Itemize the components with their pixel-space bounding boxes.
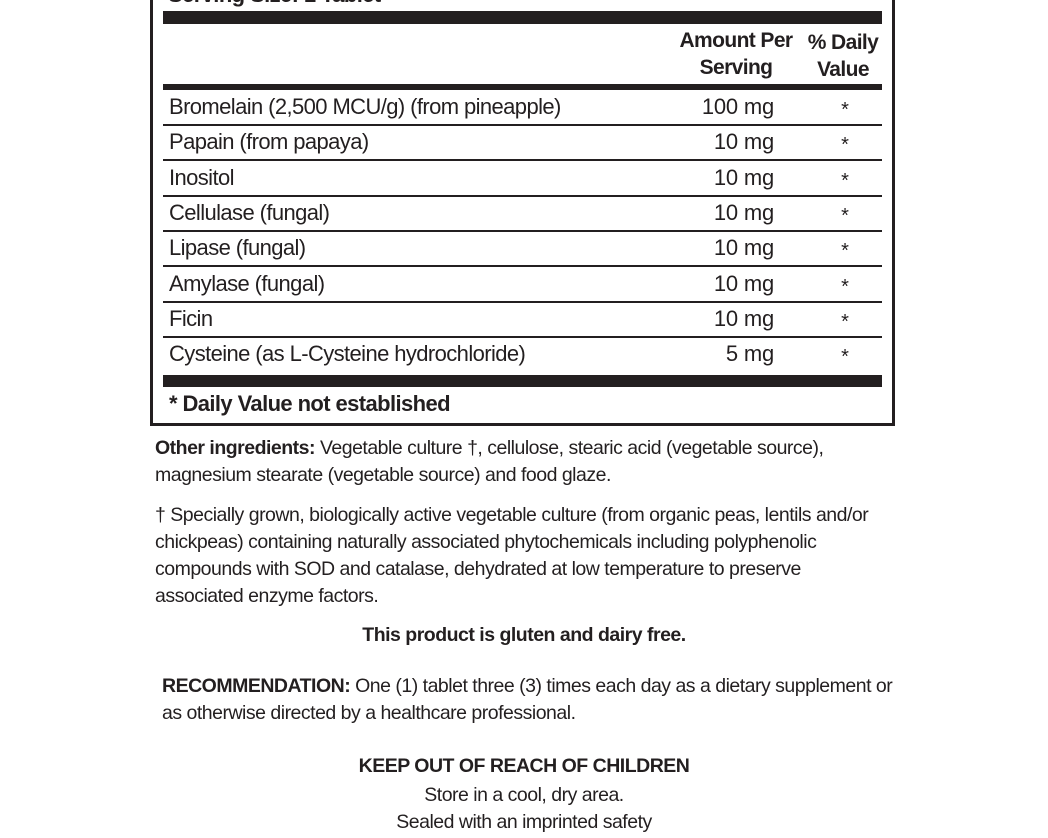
ingredient-row: Amylase (fungal) 10 mg * <box>163 268 882 303</box>
other-ingredients-text: Vegetable culture †, cellulose, stearic … <box>155 437 824 486</box>
ingredient-amount: 10 mg <box>713 129 774 155</box>
ingredient-name: Lipase (fungal) <box>169 235 306 261</box>
ingredient-amount: 10 mg <box>713 199 774 225</box>
warning: KEEP OUT OF REACH OF CHILDREN <box>358 755 690 777</box>
serving-size: Serving Size: 1 Tablet <box>168 0 381 8</box>
ingredient-daily-value: * <box>841 346 849 369</box>
ingredient-daily-value: * <box>841 310 849 333</box>
sealed-note: Sealed with an imprinted safety <box>396 811 652 833</box>
ingredient-daily-value: * <box>841 99 849 121</box>
medium-divider <box>163 84 882 90</box>
ingredient-daily-value: * <box>841 275 849 298</box>
ingredient-daily-value: * <box>841 134 849 157</box>
ingredient-name: Inositol <box>169 164 235 190</box>
other-ingredients-label: Other ingredients: <box>155 437 316 459</box>
header-line: % Daily <box>807 31 879 54</box>
recommendation-text: One (1) tablet three (3) times each day … <box>162 675 893 724</box>
ingredient-amount: 100 mg <box>701 94 774 119</box>
supplement-facts-panel <box>150 0 895 426</box>
other-ingredients: Other ingredients: Vegetable culture †, … <box>155 435 875 489</box>
gluten-statement: This product is gluten and dairy free. <box>362 624 686 646</box>
ingredient-row: Inositol 10 mg * <box>163 162 882 197</box>
ingredient-row: Lipase (fungal) 10 mg * <box>163 232 882 268</box>
header-line: Amount Per <box>679 29 793 52</box>
ingredient-amount: 10 mg <box>713 305 774 331</box>
daily-value-footnote: * Daily Value not established <box>169 391 451 416</box>
ingredient-daily-value: * <box>841 204 849 227</box>
thick-divider <box>163 375 882 387</box>
ingredient-name: Bromelain (2,500 MCU/g) (from pineapple) <box>169 94 561 119</box>
ingredient-row: Papain (from papaya) 10 mg * <box>163 126 882 162</box>
ingredient-name: Ficin <box>169 305 213 331</box>
recommendation-label: RECOMMENDATION: <box>162 675 351 697</box>
thick-divider <box>163 11 882 24</box>
column-header-amount: Amount Per Serving <box>676 27 796 81</box>
ingredient-daily-value: * <box>841 240 849 263</box>
header-line: Value <box>817 58 869 81</box>
ingredient-amount: 10 mg <box>713 164 774 190</box>
dagger-note: † Specially grown, biologically active v… <box>155 504 869 607</box>
ingredient-name: Papain (from papaya) <box>169 129 369 155</box>
column-header-daily-value: % Daily Value <box>800 29 886 83</box>
ingredient-name: Cellulase (fungal) <box>169 199 330 225</box>
storage: Store in a cool, dry area. <box>424 784 624 806</box>
ingredient-row: Bromelain (2,500 MCU/g) (from pineapple)… <box>163 91 882 126</box>
ingredient-daily-value: * <box>841 169 849 192</box>
header-line: Serving <box>699 56 773 79</box>
ingredient-amount: 10 mg <box>713 235 774 261</box>
ingredient-amount: 10 mg <box>713 270 774 296</box>
ingredient-row: Ficin 10 mg * <box>163 303 882 338</box>
ingredient-name: Amylase (fungal) <box>169 270 325 296</box>
recommendation: RECOMMENDATION: One (1) tablet three (3)… <box>162 673 907 727</box>
ingredient-row: Cellulase (fungal) 10 mg * <box>163 197 882 232</box>
ingredient-row: Cysteine (as L-Cysteine hydrochloride) 5 … <box>163 338 882 373</box>
ingredient-amount: 5 mg <box>725 341 774 367</box>
ingredient-name: Cysteine (as L-Cysteine hydrochloride) <box>169 341 526 367</box>
